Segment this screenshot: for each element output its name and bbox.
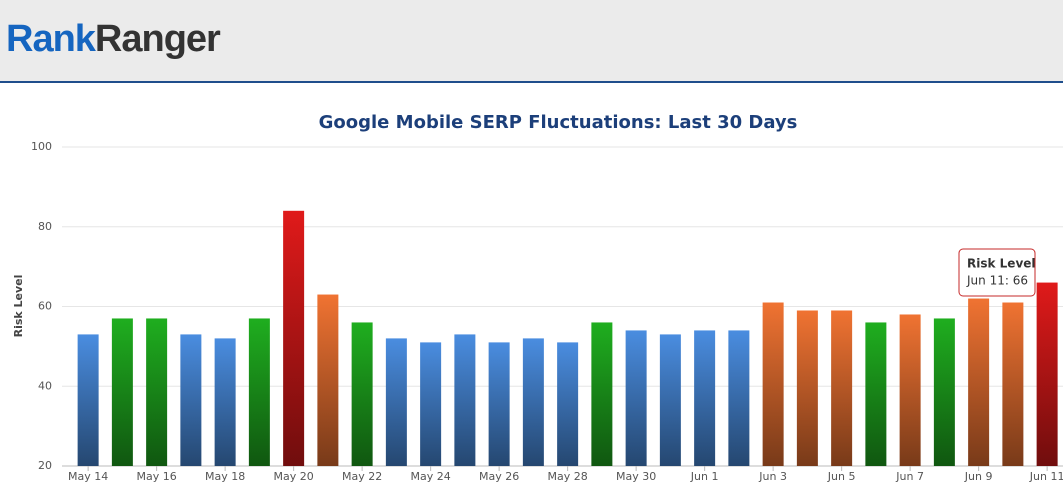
x-tick-label: May 28 xyxy=(548,470,588,483)
bar xyxy=(865,322,887,466)
bar xyxy=(1036,282,1058,466)
bar xyxy=(659,334,681,466)
bar xyxy=(77,334,99,466)
bar xyxy=(488,342,510,466)
y-axis-label: Risk Level xyxy=(12,275,25,338)
x-tick-label: May 18 xyxy=(205,470,245,483)
bar xyxy=(317,294,339,466)
x-tick-label: May 20 xyxy=(274,470,314,483)
tooltip: Risk Level Jun 11: 66 xyxy=(958,248,1036,297)
bar xyxy=(968,298,990,466)
x-tick-label: May 14 xyxy=(68,470,108,483)
bar xyxy=(694,330,716,466)
bar xyxy=(283,210,305,466)
bar xyxy=(1002,302,1024,466)
bar xyxy=(146,318,168,466)
y-tick-label: 40 xyxy=(38,379,52,392)
bar xyxy=(796,310,818,466)
y-tick-label: 60 xyxy=(38,300,52,313)
bar xyxy=(214,338,236,466)
tooltip-text: Jun 11: 66 xyxy=(966,274,1028,288)
bar xyxy=(899,314,921,466)
bar xyxy=(180,334,202,466)
bar xyxy=(933,318,955,466)
bar xyxy=(625,330,647,466)
x-tick-label: May 16 xyxy=(137,470,177,483)
x-tick-label: May 30 xyxy=(616,470,656,483)
x-tick-label: Jun 3 xyxy=(758,470,787,483)
bar xyxy=(728,330,750,466)
x-tick-label: Jun 11 xyxy=(1029,470,1063,483)
bar xyxy=(831,310,853,466)
bar xyxy=(420,342,442,466)
bar xyxy=(522,338,544,466)
y-tick-label: 100 xyxy=(31,140,52,153)
logo[interactable]: RankRanger xyxy=(6,18,221,61)
logo-ranger: Ranger xyxy=(94,18,221,60)
x-tick-label: May 26 xyxy=(479,470,519,483)
x-tick-label: Jun 1 xyxy=(690,470,719,483)
chart-title: Google Mobile SERP Fluctuations: Last 30… xyxy=(319,112,798,133)
y-tick-label: 20 xyxy=(38,459,52,472)
x-tick-label: Jun 7 xyxy=(895,470,924,483)
x-tick-label: May 22 xyxy=(342,470,382,483)
bar xyxy=(351,322,373,466)
bar xyxy=(111,318,133,466)
bar xyxy=(762,302,784,466)
bar xyxy=(385,338,407,466)
x-tick-label: Jun 5 xyxy=(827,470,856,483)
x-tick-label: May 24 xyxy=(411,470,451,483)
y-tick-label: 80 xyxy=(38,220,52,233)
tooltip-box xyxy=(958,248,1036,297)
bar xyxy=(557,342,579,466)
logo-rank: Rank xyxy=(6,18,96,60)
x-tick-label: Jun 9 xyxy=(964,470,993,483)
bar xyxy=(591,322,613,466)
header: RankRanger xyxy=(0,0,1063,83)
bar xyxy=(248,318,270,466)
tooltip-title: Risk Level xyxy=(967,257,1036,271)
bar xyxy=(454,334,476,466)
